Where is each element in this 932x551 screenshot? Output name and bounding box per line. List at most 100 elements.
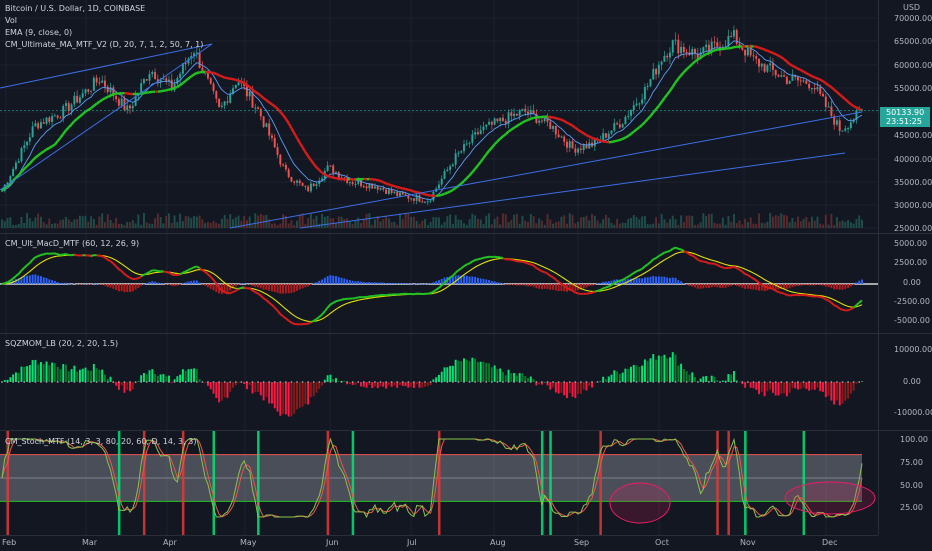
candle-body bbox=[87, 89, 89, 92]
candle-body bbox=[129, 106, 131, 109]
macd-histogram-bar bbox=[833, 284, 835, 289]
macd-histogram-bar bbox=[535, 284, 537, 288]
squeeze-dot bbox=[201, 381, 203, 383]
squeeze-dot bbox=[814, 381, 816, 383]
volume-bar bbox=[666, 223, 668, 228]
macd-line-segment bbox=[289, 321, 292, 323]
macd-histogram-bar bbox=[527, 284, 529, 286]
indicator-ema[interactable]: EMA (9, close, 0) bbox=[5, 28, 72, 38]
macd-histogram-bar bbox=[441, 279, 443, 284]
squeeze-momentum-bar bbox=[140, 375, 142, 382]
volume-bar bbox=[688, 215, 690, 228]
volume-bar bbox=[655, 217, 657, 228]
squeeze-momentum-bar bbox=[143, 373, 145, 382]
volume-bar bbox=[93, 219, 95, 228]
volume-bar bbox=[672, 216, 674, 228]
macd-histogram-bar bbox=[79, 284, 81, 285]
macd-line-segment bbox=[16, 274, 19, 276]
volume-bar bbox=[21, 217, 23, 228]
squeeze-momentum-bar bbox=[304, 382, 306, 404]
squeeze-dot bbox=[463, 381, 465, 383]
candle-body bbox=[396, 192, 398, 196]
macd-line-segment bbox=[10, 278, 13, 280]
squeeze-momentum-bar bbox=[229, 382, 231, 392]
macd-histogram-bar bbox=[463, 275, 465, 284]
squeeze-dot bbox=[12, 381, 14, 383]
ma-line-segment bbox=[517, 124, 520, 126]
macd-line-segment bbox=[439, 285, 442, 287]
ma-line-segment bbox=[720, 49, 723, 50]
indicator-vol[interactable]: Vol bbox=[5, 16, 17, 26]
macd-histogram-bar bbox=[107, 284, 109, 287]
ma-line-segment bbox=[656, 106, 659, 109]
macd-histogram-bar bbox=[427, 284, 429, 285]
chart-canvas[interactable] bbox=[0, 0, 878, 535]
indicator-ma[interactable]: CM_Ultimate_MA_MTF_V2 (D, 20, 7, 1, 2, 5… bbox=[5, 40, 203, 50]
macd-histogram-bar bbox=[544, 284, 546, 289]
indicator-macd-title[interactable]: CM_Ult_MacD_MTF (60, 12, 26, 9) bbox=[5, 239, 139, 249]
macd-line-segment bbox=[63, 254, 66, 255]
macd-line-segment bbox=[648, 262, 651, 264]
stoch-oversold-marker bbox=[803, 431, 806, 535]
pane-separator[interactable] bbox=[0, 333, 932, 334]
volume-bar bbox=[572, 215, 574, 228]
pane-separator[interactable] bbox=[0, 430, 932, 431]
volume-bar bbox=[107, 214, 109, 228]
macd-histogram-bar bbox=[349, 280, 351, 284]
squeeze-momentum-bar bbox=[663, 355, 665, 382]
macd-line-segment bbox=[689, 254, 692, 255]
candle-body bbox=[121, 99, 123, 106]
candle-body bbox=[611, 131, 613, 134]
macd-line-segment bbox=[745, 274, 748, 275]
candle-body bbox=[76, 96, 78, 103]
indicator-sqz-title[interactable]: SQZMOM_LB (20, 2, 20, 1.5) bbox=[5, 339, 118, 349]
macd-histogram-bar bbox=[855, 282, 857, 284]
ma-line-segment bbox=[859, 109, 862, 110]
ma-line-segment bbox=[620, 139, 623, 140]
macd-line-segment bbox=[108, 260, 111, 261]
time-label: Oct bbox=[655, 538, 669, 547]
squeeze-momentum-bar bbox=[816, 382, 818, 388]
squeeze-momentum-bar bbox=[558, 382, 560, 394]
pane-separator[interactable] bbox=[0, 233, 932, 234]
squeeze-momentum-bar bbox=[277, 382, 279, 412]
volume-bar bbox=[98, 217, 100, 228]
price-tick: 55000.00 bbox=[894, 84, 932, 94]
candle-body bbox=[650, 79, 652, 86]
squeeze-dot bbox=[541, 381, 543, 383]
macd-line-segment bbox=[609, 285, 612, 286]
squeeze-momentum-bar bbox=[162, 374, 164, 382]
candle-body bbox=[207, 73, 209, 79]
squeeze-momentum-bar bbox=[366, 382, 368, 388]
candle-body bbox=[730, 36, 732, 37]
squeeze-dot bbox=[112, 381, 114, 383]
volume-bar bbox=[861, 220, 863, 228]
chart-area[interactable] bbox=[0, 0, 878, 535]
squeeze-dot bbox=[407, 381, 409, 383]
macd-line-segment bbox=[717, 265, 720, 267]
time-label: Jul bbox=[407, 538, 417, 547]
volume-bar bbox=[555, 222, 557, 228]
ma-line-segment bbox=[303, 147, 306, 152]
macd-histogram-bar bbox=[43, 277, 45, 284]
volume-bar bbox=[622, 223, 624, 228]
candle-body bbox=[46, 118, 48, 124]
time-axis[interactable]: Feb Mar Apr May Jun Jul Aug Sep Oct Nov … bbox=[0, 535, 878, 551]
indicator-stoch-title[interactable]: CM_Stoch_MTF (14, 3, 3, 80, 20, 60, D, 1… bbox=[5, 437, 196, 447]
squeeze-dot bbox=[190, 381, 192, 383]
macd-histogram-bar bbox=[853, 284, 855, 285]
macd-histogram-bar bbox=[90, 284, 92, 285]
price-axis[interactable]: USD 70000.00 65000.00 60000.00 55000.00 … bbox=[878, 0, 932, 535]
highlight-ellipse bbox=[785, 482, 875, 514]
macd-histogram-bar bbox=[502, 284, 504, 285]
candle-body bbox=[605, 133, 607, 138]
squeeze-dot bbox=[702, 381, 704, 383]
squeeze-momentum-bar bbox=[243, 382, 245, 384]
squeeze-dot bbox=[174, 381, 176, 383]
candle-body bbox=[310, 184, 312, 192]
candle-body bbox=[366, 186, 368, 188]
candle-body bbox=[290, 177, 292, 181]
volume-bar bbox=[855, 219, 857, 228]
symbol-title[interactable]: Bitcoin / U.S. Dollar, 1D, COINBASE bbox=[5, 4, 145, 14]
squeeze-dot bbox=[296, 381, 298, 383]
